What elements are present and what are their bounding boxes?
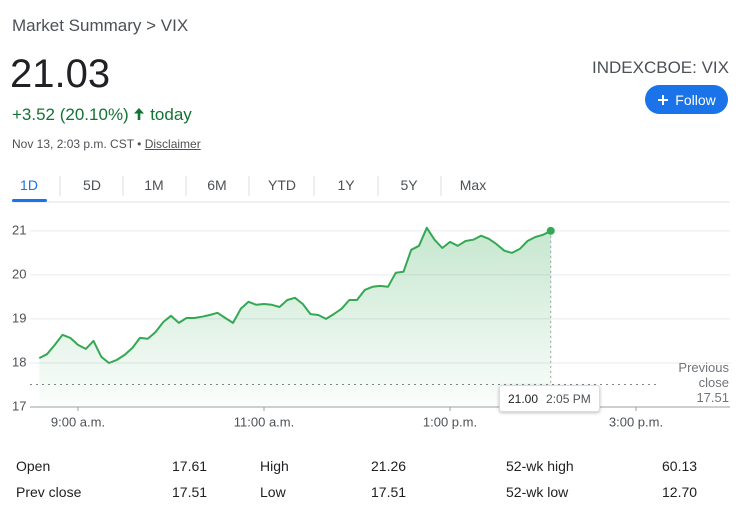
range-tab[interactable]: 5Y bbox=[400, 177, 418, 193]
y-tick-label: 17 bbox=[12, 398, 26, 413]
follow-button[interactable]: Follow bbox=[645, 85, 728, 114]
change-value: +3.52 (20.10%) bbox=[12, 105, 129, 124]
range-tab[interactable]: 6M bbox=[207, 177, 227, 193]
x-tick-label: 9:00 a.m. bbox=[51, 414, 105, 429]
range-tab[interactable]: YTD bbox=[268, 177, 296, 193]
range-tab[interactable]: 1Y bbox=[337, 177, 355, 193]
stat-label: 52-wk low bbox=[506, 484, 569, 500]
tooltip-time: 2:05 PM bbox=[546, 391, 591, 406]
range-tab[interactable]: 1M bbox=[144, 177, 164, 193]
tab-indicator bbox=[12, 199, 47, 202]
disclaimer-link[interactable]: Disclaimer bbox=[144, 137, 201, 151]
y-tick-label: 19 bbox=[12, 310, 26, 325]
stat-value: 21.26 bbox=[371, 458, 407, 474]
previous-close-label: Previous close bbox=[678, 360, 729, 390]
change: +3.52 (20.10%) today bbox=[12, 105, 192, 125]
price-line bbox=[38, 226, 552, 364]
range-tab[interactable]: 1D bbox=[20, 177, 38, 193]
stat-label: Open bbox=[16, 458, 51, 474]
y-tick-label: 18 bbox=[12, 354, 26, 369]
up-arrow bbox=[134, 108, 145, 120]
y-tick-label: 20 bbox=[12, 266, 26, 281]
stat-label: Prev close bbox=[16, 484, 82, 500]
hover-point bbox=[546, 226, 555, 235]
stat-value: 12.70 bbox=[662, 484, 698, 500]
tooltip-value: 21.00 bbox=[508, 391, 539, 406]
stat-value: 17.61 bbox=[172, 458, 208, 474]
x-tick-label: 1:00 p.m. bbox=[423, 414, 477, 429]
stat-value: 17.51 bbox=[172, 484, 208, 500]
stat-label: Low bbox=[260, 484, 286, 500]
previous-close: Previous close 17.51 bbox=[660, 360, 729, 405]
y-tick-label: 21 bbox=[12, 222, 26, 237]
stat-label: 52-wk high bbox=[506, 458, 574, 474]
range-tab[interactable]: 5D bbox=[83, 177, 101, 193]
change-period: today bbox=[150, 105, 192, 124]
previous-close-value: 17.51 bbox=[696, 390, 729, 405]
breadcrumb: Market Summary > VIX bbox=[12, 16, 189, 35]
stat-value: 60.13 bbox=[662, 458, 698, 474]
range-tab[interactable]: Max bbox=[459, 177, 487, 193]
x-tick-label: 3:00 p.m. bbox=[609, 414, 663, 429]
plus-icon bbox=[658, 94, 669, 105]
area bbox=[39, 227, 551, 407]
price: 21.03 bbox=[10, 52, 111, 96]
tooltip: 21.00 2:05 PM bbox=[499, 385, 600, 412]
follow-label: Follow bbox=[675, 91, 716, 108]
timestamp-line: Nov 13, 2:03 p.m. CST • Disclaimer bbox=[12, 137, 201, 151]
stat-value: 17.51 bbox=[371, 484, 407, 500]
x-tick-label: 11:00 a.m. bbox=[234, 414, 294, 429]
stat-label: High bbox=[260, 458, 289, 474]
tab-separators bbox=[59, 176, 442, 196]
ticker: INDEXCBOE: VIX bbox=[592, 58, 729, 77]
timestamp: Nov 13, 2:03 p.m. CST bbox=[12, 137, 134, 151]
